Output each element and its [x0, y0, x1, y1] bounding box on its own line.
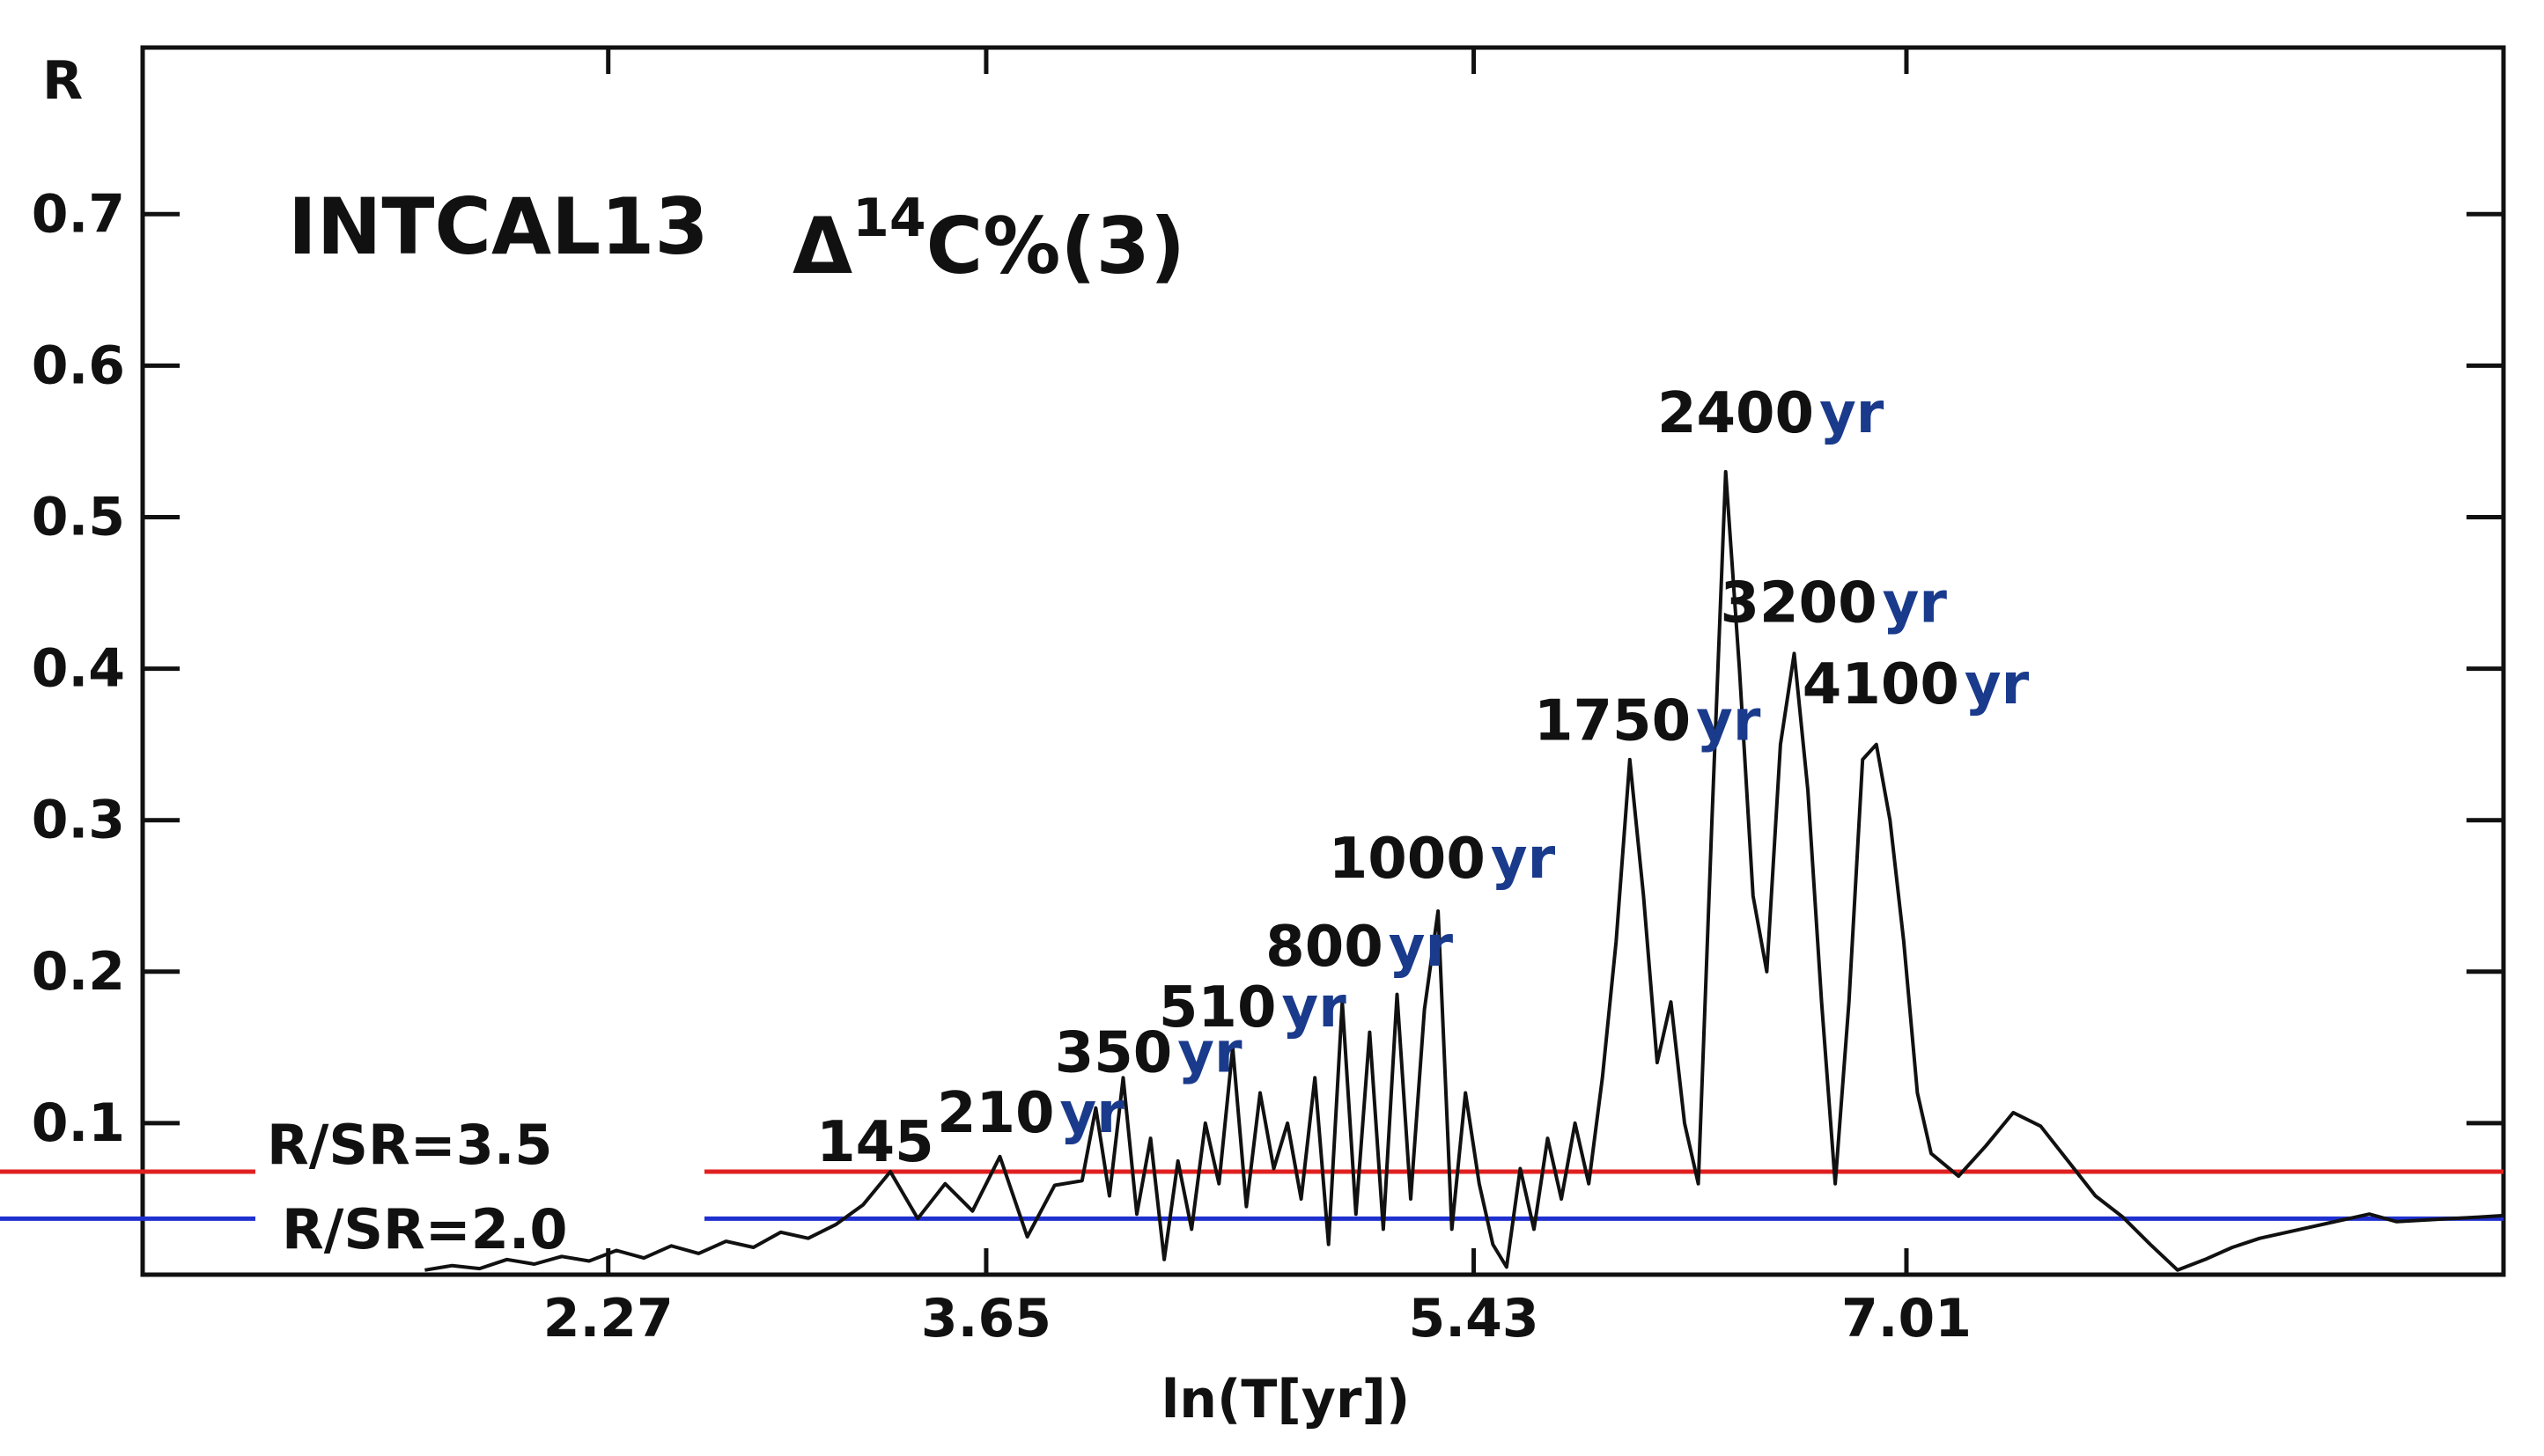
peak-value: 210: [937, 1081, 1055, 1146]
peak-label: 510yr: [1159, 975, 1346, 1041]
y-tick-label: 0.4: [32, 638, 125, 700]
peak-label: 2400yr: [1657, 381, 1884, 446]
plot-frame: [140, 45, 2506, 1277]
peak-value: 1000: [1329, 827, 1486, 892]
series-line: [424, 469, 2504, 1272]
peak-value: 350: [1055, 1020, 1173, 1085]
peak-value: 2400: [1657, 381, 1814, 446]
peak-label: 350yr: [1055, 1020, 1243, 1085]
peak-value: 1750: [1534, 688, 1691, 754]
peak-label: 145: [816, 1110, 934, 1175]
peak-label: 210yr: [937, 1081, 1125, 1146]
peak-label: 1000yr: [1329, 827, 1556, 892]
peak-annotations: 145 210yr350yr510yr800yr1000yr1750yr2400y…: [816, 381, 2030, 1175]
series: [424, 469, 2504, 1272]
chart-title: INTCAL13: [288, 181, 709, 272]
peak-value: 3200: [1720, 570, 1877, 636]
x-axis-label: ln(T[yr]): [1161, 1369, 1411, 1430]
peak-unit: yr: [1965, 652, 2030, 717]
peak-value: 510: [1159, 975, 1277, 1041]
peak-value: 145: [816, 1110, 934, 1175]
peak-label: 1750yr: [1534, 688, 1761, 754]
peak-label: 800yr: [1265, 915, 1453, 980]
x-tick-label: 3.65: [921, 1288, 1051, 1349]
x-tick-label: 5.43: [1409, 1288, 1539, 1349]
y-tick-label: 0.6: [32, 335, 125, 396]
y-axis-label: R: [42, 50, 83, 112]
ticks: 0.1 0.2 0.3 0.4 0.5 0.6 0.7 2.27 3.65 5.43 7.01: [32, 48, 2503, 1349]
threshold-label-3-5: R/SR=3.5: [267, 1113, 553, 1177]
peak-unit: yr: [1389, 915, 1454, 980]
peak-unit: yr: [1491, 827, 1556, 892]
peak-unit: yr: [1696, 688, 1761, 754]
peak-unit: yr: [1060, 1081, 1125, 1146]
peak-unit: yr: [1177, 1020, 1243, 1085]
x-tick-label: 7.01: [1841, 1288, 1972, 1349]
peak-unit: yr: [1819, 381, 1884, 446]
y-tick-label: 0.2: [32, 941, 125, 1003]
peak-unit: yr: [1281, 975, 1346, 1041]
y-tick-label: 0.1: [32, 1092, 125, 1154]
peak-label: 3200yr: [1720, 570, 1947, 636]
peak-label: 4100yr: [1803, 652, 2030, 717]
y-tick-label: 0.5: [32, 487, 125, 548]
chart-title-formula: Δ14C%(3): [793, 188, 1185, 291]
y-tick-label: 0.3: [32, 790, 125, 851]
y-tick-label: 0.7: [32, 183, 125, 245]
title-superscript: 14: [852, 188, 926, 249]
peak-value: 4100: [1803, 652, 1959, 717]
threshold-label-2-0: R/SR=2.0: [282, 1197, 568, 1261]
peak-unit: yr: [1883, 570, 1948, 636]
title-delta: Δ: [793, 201, 852, 291]
peak-value: 800: [1265, 915, 1383, 980]
title-tail: C%(3): [926, 201, 1185, 291]
x-tick-label: 2.27: [543, 1288, 674, 1349]
